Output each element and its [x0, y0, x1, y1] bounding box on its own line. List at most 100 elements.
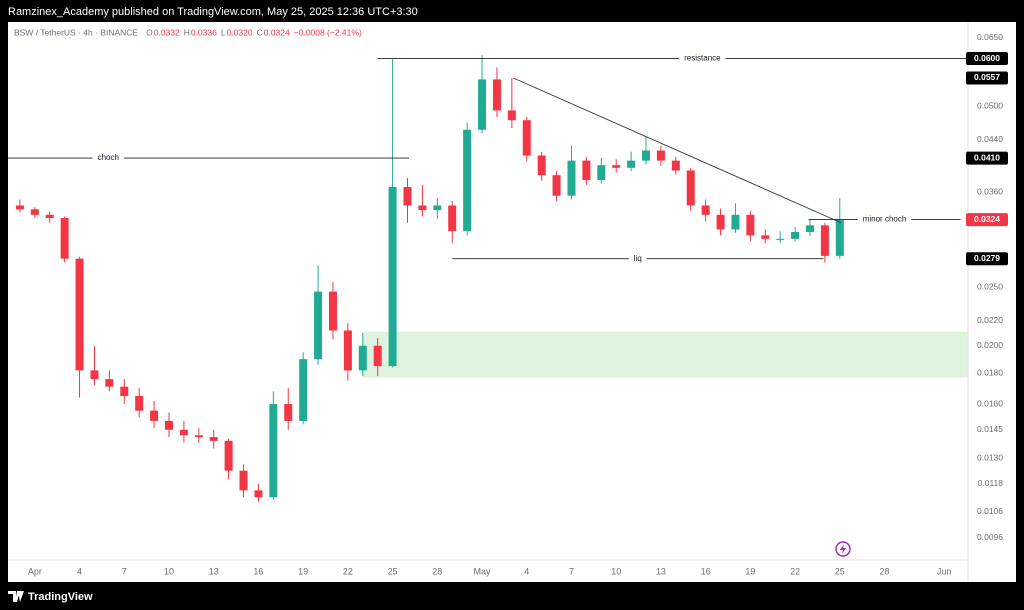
candle-body: [164, 420, 173, 430]
x-tick-label: 22: [790, 566, 800, 576]
candle-body: [642, 150, 651, 161]
symbol: BSW / TetherUS · 4h · BINANCE: [14, 27, 138, 37]
candle-body: [463, 129, 472, 232]
y-tick-label: 0.0180: [977, 368, 1003, 378]
ohlc-key: L: [221, 27, 226, 37]
candle-body: [537, 155, 546, 176]
candle-body: [507, 110, 516, 121]
candle-body: [239, 470, 248, 491]
candle-body: [194, 435, 203, 438]
x-tick-label: Jun: [937, 566, 952, 576]
candle-body: [90, 370, 99, 380]
symbol-legend: BSW / TetherUS · 4h · BINANCE O 0.0332 H 0.…: [14, 27, 362, 37]
x-tick-label: 28: [880, 566, 890, 576]
candle-body: [701, 205, 710, 215]
y-tick-label: 0.0220: [977, 315, 1003, 325]
x-tick-label: 4: [77, 566, 82, 576]
y-tick-label: 0.0096: [977, 532, 1003, 542]
ohlc-key: H: [184, 27, 190, 37]
candle-body: [656, 150, 665, 161]
x-tick-label: 7: [569, 566, 574, 576]
candle-body: [805, 225, 814, 233]
annotation-label: liq: [634, 254, 642, 263]
ohlc-value: 0.0336: [191, 27, 217, 37]
x-tick-label: 25: [835, 566, 845, 576]
trendline: [513, 77, 842, 224]
x-tick-label: Apr: [28, 566, 42, 576]
candle-body: [45, 214, 54, 219]
x-tick-label: 25: [388, 566, 398, 576]
price-tag-label: 0.0557: [974, 72, 1000, 82]
candle-body: [75, 258, 84, 371]
candle-body: [388, 187, 397, 367]
candle-body: [627, 160, 636, 168]
y-tick-label: 0.0145: [977, 424, 1003, 434]
candle-body: [373, 345, 382, 367]
footer: TradingView: [8, 591, 93, 603]
x-tick-label: 19: [745, 566, 755, 576]
annotation-label-bg: [857, 214, 912, 225]
candle-body: [120, 386, 129, 397]
price-tag-label: 0.0600: [974, 53, 1000, 63]
x-tick-label: 10: [164, 566, 174, 576]
candle-body: [776, 238, 785, 240]
candle-body: [299, 359, 308, 421]
price-tag-label: 0.0279: [974, 253, 1000, 263]
candle-body: [269, 404, 278, 498]
y-tick-label: 0.0118: [978, 478, 1004, 488]
annotation-label: minor choch: [863, 215, 907, 224]
y-tick-label: 0.0650: [977, 32, 1003, 42]
x-tick-label: May: [474, 566, 492, 576]
candle-body: [522, 120, 531, 156]
price-tag: [966, 213, 1008, 227]
y-tick-label: 0.0500: [977, 100, 1003, 110]
ohlc-value: 0.0324: [264, 27, 290, 37]
candle-body: [314, 291, 323, 360]
ohlc-key: C: [257, 27, 263, 37]
y-tick-label: 0.0130: [977, 453, 1003, 463]
y-tick-label: 0.0106: [977, 506, 1003, 516]
demand-zone: [362, 331, 969, 378]
price-tag-label: 0.0324: [974, 214, 1000, 224]
candle-body: [820, 225, 829, 256]
candle-body: [15, 205, 24, 210]
candle-body: [150, 410, 159, 421]
x-tick-label: 28: [432, 566, 442, 576]
x-tick-label: 7: [122, 566, 127, 576]
price-tag: [966, 52, 1008, 66]
ohlc-value: 0.0332: [154, 27, 180, 37]
candle-body: [492, 79, 501, 111]
annotation-label: choch: [98, 153, 119, 162]
x-tick-label: 19: [298, 566, 308, 576]
candle-body: [746, 214, 755, 236]
plot: 0.0650 0.0500 0.0440 0.0360 0.0250 0.0220 0.02…: [8, 32, 1008, 576]
alert-circle: [835, 541, 851, 557]
candle-body: [671, 160, 680, 171]
logo: [8, 591, 24, 602]
candle-body: [328, 291, 337, 331]
y-tick-label: 0.0200: [977, 340, 1003, 350]
brand: TradingView: [28, 591, 93, 603]
price-tag: [966, 252, 1008, 266]
candle-body: [761, 235, 770, 239]
candle-body: [478, 79, 487, 130]
candle-body: [358, 345, 367, 371]
candle-body: [433, 205, 442, 211]
y-tick-label: 0.0250: [977, 282, 1003, 292]
candle-body: [284, 404, 293, 421]
publish-info: Ramzinex_Academy published on TradingVie…: [8, 6, 418, 18]
y-tick-label: 0.0440: [977, 134, 1003, 144]
change: −0.0008 (−2.41%): [294, 27, 362, 37]
candle-body: [567, 160, 576, 196]
price-tag: [966, 151, 1008, 165]
price-tag: [966, 71, 1008, 85]
x-tick-label: 22: [343, 566, 353, 576]
candle-body: [135, 396, 144, 411]
ohlc-key: O: [146, 27, 153, 37]
annotation-label-bg: [628, 253, 647, 264]
x-tick-label: 16: [701, 566, 711, 576]
y-tick-label: 0.0160: [977, 398, 1003, 408]
candle-body: [448, 205, 457, 232]
candle-body: [105, 379, 114, 387]
